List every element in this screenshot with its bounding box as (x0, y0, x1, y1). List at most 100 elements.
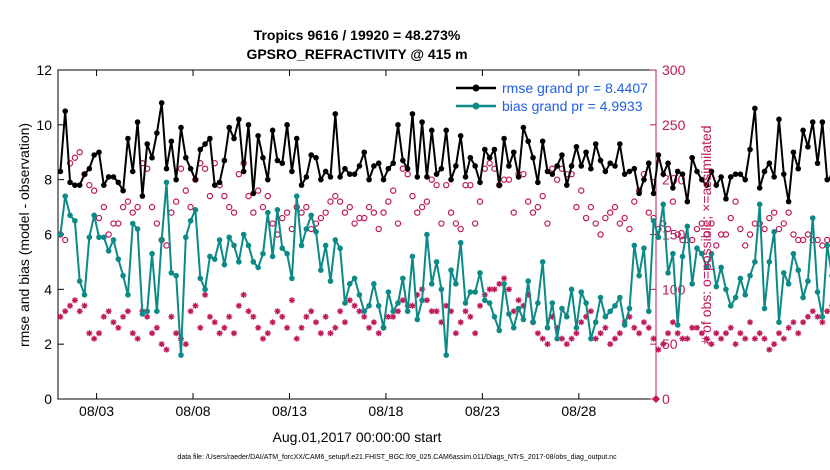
series-rmse (57, 100, 830, 205)
bias-point (67, 212, 73, 219)
rmse-point (390, 160, 396, 167)
bias-point (665, 270, 671, 276)
bias-point (313, 228, 319, 235)
obs-possible-point (351, 220, 358, 227)
obs-assimilated-point (95, 330, 102, 337)
obs-assimilated-point (428, 308, 435, 315)
rmse-point (472, 163, 478, 169)
rmse-point (120, 187, 126, 194)
bias-point (173, 272, 179, 279)
bias-point (694, 245, 700, 252)
rmse-point (96, 149, 102, 156)
bias-point (414, 316, 421, 323)
bias-point (356, 292, 363, 298)
obs-assimilated-point (573, 330, 580, 337)
rmse-point (101, 182, 107, 188)
obs-possible-point (385, 198, 392, 205)
obs-possible-point (476, 198, 484, 205)
obs-possible-point (510, 209, 517, 216)
rmse-point (453, 163, 459, 169)
obs-assimilated-point (168, 313, 175, 320)
rmse-point (501, 135, 507, 142)
obs-possible-point (389, 187, 397, 194)
obs-possible-point (742, 242, 749, 249)
rmse-point (318, 176, 324, 183)
obs-possible-point (616, 220, 624, 227)
data-file-footnote: data file: /Users/raeder/DAI/ATM_forcXX/… (177, 454, 617, 461)
obs-possible-point (606, 209, 614, 216)
bias-point (260, 250, 266, 257)
obs-assimilated-point (284, 324, 291, 331)
obs-possible-point (433, 181, 440, 189)
obs-possible-point (626, 225, 633, 233)
obs-assimilated-point (269, 319, 276, 326)
obs-possible-point (471, 220, 479, 227)
y-right-tick-label: 0 (662, 391, 670, 407)
rmse-point (727, 174, 734, 180)
obs-possible-point (688, 236, 696, 244)
obs-assimilated-point (71, 297, 78, 304)
obs-possible-point (438, 220, 445, 227)
rmse-point (780, 171, 787, 177)
obs-assimilated-point (105, 308, 112, 315)
rmse-point (626, 168, 633, 175)
bias-point (375, 302, 382, 309)
bias-point (530, 319, 536, 326)
obs-possible-point (534, 203, 542, 211)
bias-point (573, 324, 580, 331)
obs-possible-point (254, 187, 262, 194)
obs-possible-point (418, 203, 426, 211)
obs-possible-point (799, 236, 807, 244)
obs-possible-point (226, 203, 233, 211)
rmse-point (361, 149, 368, 156)
y-left-tick-label: 10 (36, 117, 52, 133)
bias-point (636, 272, 642, 279)
obs-assimilated-point (153, 324, 160, 331)
bias-point (337, 245, 343, 252)
obs-assimilated-point (669, 319, 676, 326)
obs-assimilated-point (592, 335, 599, 342)
obs-assimilated-point (689, 324, 696, 331)
bias-point (72, 217, 78, 224)
rmse-point (703, 182, 710, 188)
obs-assimilated-point (288, 297, 295, 304)
bias-point (110, 237, 117, 243)
rmse-point (298, 182, 305, 188)
rmse-point (91, 152, 97, 158)
rmse-point (766, 160, 773, 167)
rmse-point (506, 163, 512, 169)
obs-assimilated-point (149, 330, 156, 337)
obs-possible-point (486, 160, 493, 167)
bias-point (298, 242, 305, 249)
bias-point (670, 250, 676, 257)
obs-assimilated-point (250, 313, 257, 320)
obs-possible-point (423, 198, 431, 205)
obs-possible-point (819, 242, 826, 249)
bias-point (182, 234, 189, 241)
rmse-point (592, 141, 599, 147)
obs-possible-point (264, 192, 271, 200)
obs-assimilated-point (346, 297, 353, 304)
rmse-point (342, 165, 348, 172)
rmse-point (385, 165, 392, 172)
bias-point (732, 294, 739, 301)
rmse-point (732, 171, 739, 177)
obs-assimilated-point (486, 286, 493, 293)
bias-point (158, 237, 165, 243)
obs-assimilated-point (81, 302, 88, 309)
obs-possible-point (525, 198, 532, 205)
bias-point (631, 242, 638, 249)
obs-possible-point (674, 231, 681, 238)
obs-assimilated-point (457, 319, 464, 326)
obs-assimilated-point (385, 313, 392, 320)
obs-assimilated-point (226, 313, 233, 320)
obs-possible-point (693, 225, 701, 233)
bias-point (264, 209, 271, 216)
rmse-point (481, 146, 488, 153)
bias-point (578, 289, 585, 295)
bias-point (424, 231, 430, 238)
rmse-point (694, 168, 700, 175)
rmse-point (674, 168, 681, 175)
rmse-point (125, 135, 131, 142)
obs-assimilated-point (732, 341, 739, 348)
